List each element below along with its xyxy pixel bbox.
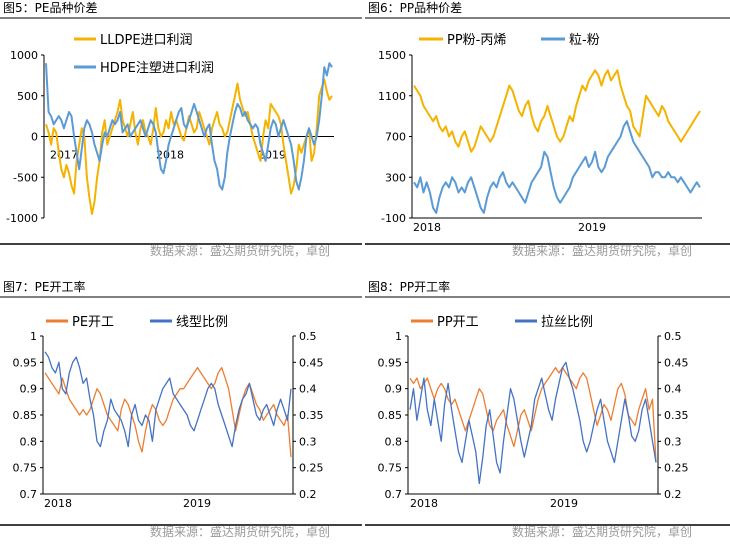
- source-note: 数据来源：盛达期货研究院，卓创: [150, 243, 330, 258]
- source-note: 数据来源：盛达期货研究院，卓创: [512, 524, 692, 539]
- y-tick-label: 1: [395, 330, 402, 343]
- y-tick-label: 300: [385, 171, 406, 184]
- series-line-2: [45, 62, 333, 191]
- y-tick-label: 0.85: [13, 409, 38, 422]
- y-tick-label: 700: [385, 131, 406, 144]
- legend-label: PP开工: [437, 315, 479, 330]
- legend-label: 拉丝比例: [541, 315, 593, 330]
- y2-tick-label: 0.45: [299, 356, 324, 369]
- legend-label: LLDPE进口利润: [100, 33, 193, 48]
- source-note: 数据来源：盛达期货研究院，卓创: [150, 524, 330, 539]
- y-tick-label: -100: [381, 212, 406, 225]
- y2-tick-label: 0.4: [664, 383, 682, 396]
- x-tick-label: 2017: [50, 149, 78, 162]
- y-tick-label: 0.75: [13, 462, 38, 475]
- x-tick-label: 2018: [410, 497, 438, 510]
- y-tick-label: 0.7: [20, 488, 38, 501]
- series-line-2: [409, 361, 657, 485]
- chart-title: 图7：PE开工率: [3, 279, 85, 294]
- y2-tick-label: 0.35: [299, 409, 324, 422]
- y-tick-label: 1500: [378, 49, 406, 62]
- y-tick-label: -1000: [6, 212, 38, 225]
- legend-label: 线型比例: [176, 315, 228, 330]
- chart-3: 图7：PE开工率 1 0.95 0.9 0.85 0.8 0.75 0.7 2018 2019 0.…: [0, 279, 362, 539]
- series-line-2: [413, 120, 701, 214]
- y-tick-label: 0.8: [385, 435, 403, 448]
- y2-tick-label: 0.25: [299, 462, 324, 475]
- y-tick-label: 0.85: [378, 409, 403, 422]
- x-tick-label: 2018: [413, 221, 441, 234]
- y-tick-label: 0.8: [20, 435, 38, 448]
- y2-tick-label: 0.4: [299, 383, 317, 396]
- chart-2: 图6：PP品种价差 1500 1100 700 300 -100 2018 2019 PP粉-丙…: [365, 1, 730, 258]
- x-tick-label: 2018: [44, 497, 72, 510]
- y-tick-label: 0.9: [385, 383, 403, 396]
- series-line-1: [45, 78, 333, 215]
- y-tick-label: -500: [13, 171, 38, 184]
- legend-label: PP粉-丙烯: [447, 33, 506, 48]
- chart-title: 图5：PE品种价差: [3, 1, 97, 15]
- y2-tick-label: 0.25: [664, 462, 689, 475]
- y2-tick-label: 0.35: [664, 409, 689, 422]
- chart-title: 图6：PP品种价差: [368, 1, 462, 15]
- series-line-2: [44, 351, 292, 448]
- x-tick-label: 2019: [550, 497, 578, 510]
- y2-tick-label: 0.3: [664, 435, 682, 448]
- chart-4: 图8：PP开工率 1 0.95 0.9 0.85 0.8 0.75 0.7 2018 2019 0.…: [365, 279, 730, 539]
- y2-tick-label: 0.3: [299, 435, 317, 448]
- source-note: 数据来源：盛达期货研究院，卓创: [512, 243, 692, 258]
- y-tick-label: 1: [30, 330, 37, 343]
- legend-label: PE开工: [72, 315, 114, 330]
- y2-tick-label: 0.5: [299, 330, 317, 343]
- y-tick-label: 0.9: [20, 383, 38, 396]
- y2-tick-label: 0.2: [664, 488, 682, 501]
- y-tick-label: 0.7: [385, 488, 403, 501]
- x-tick-label: 2019: [183, 497, 211, 510]
- y-tick-label: 0: [31, 131, 38, 144]
- legend-label: 粒-粉: [569, 33, 600, 48]
- y-tick-label: 1000: [10, 49, 38, 62]
- x-tick-label: 2019: [578, 221, 606, 234]
- x-tick-label: 2018: [156, 149, 184, 162]
- y-tick-label: 0.95: [378, 356, 403, 369]
- y2-tick-label: 0.45: [664, 356, 689, 369]
- chart-title: 图8：PP开工率: [368, 279, 450, 294]
- y-tick-label: 0.95: [13, 356, 38, 369]
- series-line-1: [413, 69, 701, 153]
- y2-tick-label: 0.2: [299, 488, 317, 501]
- legend-label: HDPE注塑进口利润: [100, 61, 214, 76]
- y-tick-label: 0.75: [378, 462, 403, 475]
- y-tick-label: 500: [17, 90, 38, 103]
- y2-tick-label: 0.5: [664, 330, 682, 343]
- y-tick-label: 1100: [378, 90, 406, 103]
